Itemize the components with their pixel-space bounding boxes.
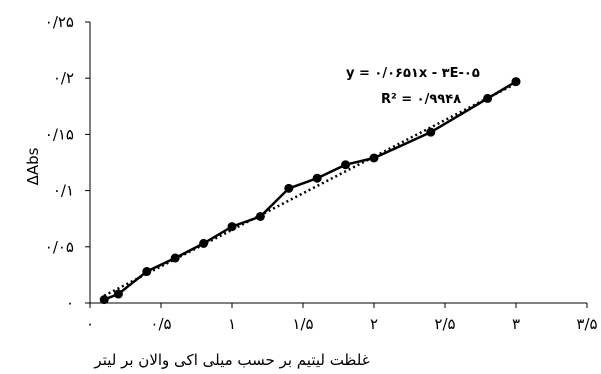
y-ticks: ۰ ۰/۰۵ ۰/۱ ۰/۱۵ ۰/۲ ۰/۲۵ bbox=[45, 13, 90, 312]
y-tick-label: ۰/۱ bbox=[53, 182, 74, 200]
data-point bbox=[142, 267, 152, 277]
data-point bbox=[483, 93, 493, 103]
data-point bbox=[170, 253, 180, 263]
x-tick-label: ۱/۵ bbox=[292, 315, 313, 333]
y-tick-label: ۰/۱۵ bbox=[45, 125, 74, 143]
data-point bbox=[341, 160, 351, 170]
data-point bbox=[255, 211, 265, 221]
x-tick-label: ۲/۵ bbox=[434, 315, 455, 333]
y-tick-label: ۰/۲ bbox=[53, 69, 74, 87]
trendline bbox=[103, 82, 517, 297]
data-point bbox=[426, 127, 436, 137]
x-tick-label: ۳ bbox=[512, 315, 520, 333]
data-point bbox=[227, 222, 237, 232]
trendline-equation: y = ۰/۰۶۵۱x - ۳E-۰۵ bbox=[346, 66, 480, 81]
x-tick-label: ۳/۵ bbox=[576, 315, 597, 333]
series-line bbox=[103, 80, 517, 301]
axes-group bbox=[89, 22, 587, 304]
x-tick-label: ۱ bbox=[228, 315, 236, 333]
data-point bbox=[113, 289, 123, 299]
data-point bbox=[284, 183, 294, 193]
y-tick-label: ۰ bbox=[66, 294, 74, 312]
trendline-group bbox=[103, 82, 517, 297]
y-axis-label: ΔAbs bbox=[24, 147, 42, 185]
annotations: y = ۰/۰۶۵۱x - ۳E-۰۵ R² = ۰/۹۹۴۸ bbox=[346, 66, 480, 107]
series-group bbox=[99, 77, 521, 305]
x-tick-label: ۲ bbox=[370, 315, 378, 333]
data-point bbox=[199, 238, 209, 248]
y-tick-label: ۰/۲۵ bbox=[45, 13, 74, 31]
x-axis-label: غلظت لیتیم بر حسب میلی اکی والان بر لیتر bbox=[93, 351, 369, 369]
data-point bbox=[312, 173, 322, 183]
data-point bbox=[369, 153, 379, 163]
y-tick-label: ۰/۰۵ bbox=[45, 238, 74, 256]
x-ticks: ۰ ۰/۵ ۱ ۱/۵ ۲ ۲/۵ ۳ ۳/۵ bbox=[86, 303, 598, 333]
data-point bbox=[99, 295, 109, 305]
data-point bbox=[511, 77, 521, 87]
x-tick-label: ۰/۵ bbox=[150, 315, 171, 333]
trendline-r2: R² = ۰/۹۹۴۸ bbox=[381, 92, 461, 107]
x-tick-label: ۰ bbox=[86, 315, 94, 333]
